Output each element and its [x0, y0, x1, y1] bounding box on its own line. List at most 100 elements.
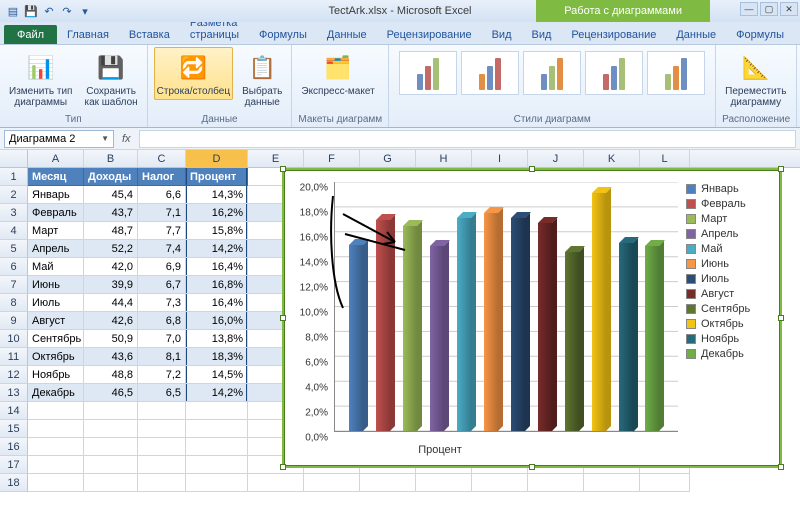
cell[interactable]: [186, 438, 248, 456]
tab-Данные[interactable]: Данные: [317, 25, 377, 44]
legend-item[interactable]: Март: [686, 213, 770, 225]
legend-item[interactable]: Январь: [686, 183, 770, 195]
resize-handle[interactable]: [778, 166, 784, 172]
worksheet[interactable]: ABCDEFGHIJKL 1МесяцДоходыНалогПроцент2Ян…: [0, 150, 800, 509]
col-header-E[interactable]: E: [248, 150, 304, 167]
cell[interactable]: 48,8: [84, 366, 138, 384]
cell[interactable]: Июнь: [28, 276, 84, 294]
legend-item[interactable]: Август: [686, 288, 770, 300]
cell[interactable]: [138, 420, 186, 438]
cell[interactable]: 45,4: [84, 186, 138, 204]
cell[interactable]: 13,8%: [186, 330, 248, 348]
cell[interactable]: 14,2%: [186, 384, 248, 402]
qat-dropdown-icon[interactable]: ▾: [78, 4, 92, 18]
col-header-B[interactable]: B: [84, 150, 138, 167]
row-header[interactable]: 7: [0, 276, 28, 294]
resize-handle[interactable]: [529, 464, 535, 470]
cell[interactable]: Апрель: [28, 240, 84, 258]
legend-item[interactable]: Декабрь: [686, 348, 770, 360]
col-header-D[interactable]: D: [186, 150, 248, 167]
cell[interactable]: Декабрь: [28, 384, 84, 402]
undo-icon[interactable]: ↶: [42, 4, 56, 18]
cell[interactable]: 42,6: [84, 312, 138, 330]
cell[interactable]: [416, 474, 472, 492]
cell[interactable]: 14,3%: [186, 186, 248, 204]
resize-handle[interactable]: [778, 464, 784, 470]
save-icon[interactable]: 💾: [24, 4, 38, 18]
cell[interactable]: 8,1: [138, 348, 186, 366]
row-header[interactable]: 2: [0, 186, 28, 204]
cell[interactable]: [248, 474, 304, 492]
quick-layout-button[interactable]: 🗂️Экспресс-макет: [298, 47, 377, 100]
row-header[interactable]: 17: [0, 456, 28, 474]
resize-handle[interactable]: [280, 464, 286, 470]
cell[interactable]: [304, 474, 360, 492]
cell[interactable]: 6,6: [138, 186, 186, 204]
cell[interactable]: [28, 420, 84, 438]
tab-Вставка[interactable]: Вставка: [119, 25, 180, 44]
cell[interactable]: Март: [28, 222, 84, 240]
chart-styles-gallery[interactable]: [395, 47, 709, 99]
col-header-K[interactable]: K: [584, 150, 640, 167]
maximize-button[interactable]: ▢: [760, 2, 778, 16]
cell[interactable]: [28, 438, 84, 456]
col-header-I[interactable]: I: [472, 150, 528, 167]
move-chart-button[interactable]: 📐Переместитьдиаграмму: [722, 47, 789, 111]
cell[interactable]: Процент: [186, 168, 248, 186]
cell[interactable]: Ноябрь: [28, 366, 84, 384]
resize-handle[interactable]: [778, 315, 784, 321]
cell[interactable]: Май: [28, 258, 84, 276]
fx-icon[interactable]: fx: [114, 133, 139, 145]
cell[interactable]: 42,0: [84, 258, 138, 276]
row-header[interactable]: 8: [0, 294, 28, 312]
save-as-template-button[interactable]: 💾Сохранитькак шаблон: [81, 47, 140, 111]
cell[interactable]: 16,4%: [186, 258, 248, 276]
cell[interactable]: [138, 474, 186, 492]
row-header[interactable]: 6: [0, 258, 28, 276]
cell[interactable]: 48,7: [84, 222, 138, 240]
cell[interactable]: 44,4: [84, 294, 138, 312]
cell[interactable]: [360, 474, 416, 492]
redo-icon[interactable]: ↷: [60, 4, 74, 18]
row-header[interactable]: 1: [0, 168, 28, 186]
cell[interactable]: 7,3: [138, 294, 186, 312]
tab-Вид[interactable]: Вид: [482, 25, 522, 44]
cell[interactable]: Доходы: [84, 168, 138, 186]
cell[interactable]: 7,0: [138, 330, 186, 348]
switch-row-col-button[interactable]: 🔁Строка/столбец: [154, 47, 233, 100]
legend-item[interactable]: Октябрь: [686, 318, 770, 330]
formula-input[interactable]: [139, 130, 796, 148]
cell[interactable]: 7,2: [138, 366, 186, 384]
cell[interactable]: [186, 402, 248, 420]
cell[interactable]: Январь: [28, 186, 84, 204]
cell[interactable]: 15,8%: [186, 222, 248, 240]
legend-item[interactable]: Сентябрь: [686, 303, 770, 315]
resize-handle[interactable]: [529, 166, 535, 172]
cell[interactable]: [186, 474, 248, 492]
row-header[interactable]: 18: [0, 474, 28, 492]
legend-item[interactable]: Февраль: [686, 198, 770, 210]
change-chart-type-button[interactable]: 📊Изменить типдиаграммы: [6, 47, 75, 111]
cell[interactable]: Август: [28, 312, 84, 330]
tab-рецензирование[interactable]: Рецензирование: [561, 25, 666, 44]
cell[interactable]: Октябрь: [28, 348, 84, 366]
tab-Формулы[interactable]: Формулы: [249, 25, 317, 44]
cell[interactable]: [186, 456, 248, 474]
cell[interactable]: 16,4%: [186, 294, 248, 312]
chart-style-thumb[interactable]: [585, 51, 643, 95]
chart-style-thumb[interactable]: [523, 51, 581, 95]
cell[interactable]: [584, 474, 640, 492]
chart-area[interactable]: 0,0%2,0%4,0%6,0%8,0%10,0%12,0%14,0%16,0%…: [290, 176, 774, 460]
cell[interactable]: 16,0%: [186, 312, 248, 330]
legend-item[interactable]: Июль: [686, 273, 770, 285]
cell[interactable]: [84, 438, 138, 456]
cell[interactable]: 6,7: [138, 276, 186, 294]
row-header[interactable]: 16: [0, 438, 28, 456]
cell[interactable]: [138, 456, 186, 474]
cell[interactable]: 16,8%: [186, 276, 248, 294]
row-header[interactable]: 13: [0, 384, 28, 402]
cell[interactable]: [84, 402, 138, 420]
col-header-A[interactable]: A: [28, 150, 84, 167]
tab-Главная[interactable]: Главная: [57, 25, 119, 44]
embedded-chart[interactable]: 0,0%2,0%4,0%6,0%8,0%10,0%12,0%14,0%16,0%…: [282, 168, 782, 468]
